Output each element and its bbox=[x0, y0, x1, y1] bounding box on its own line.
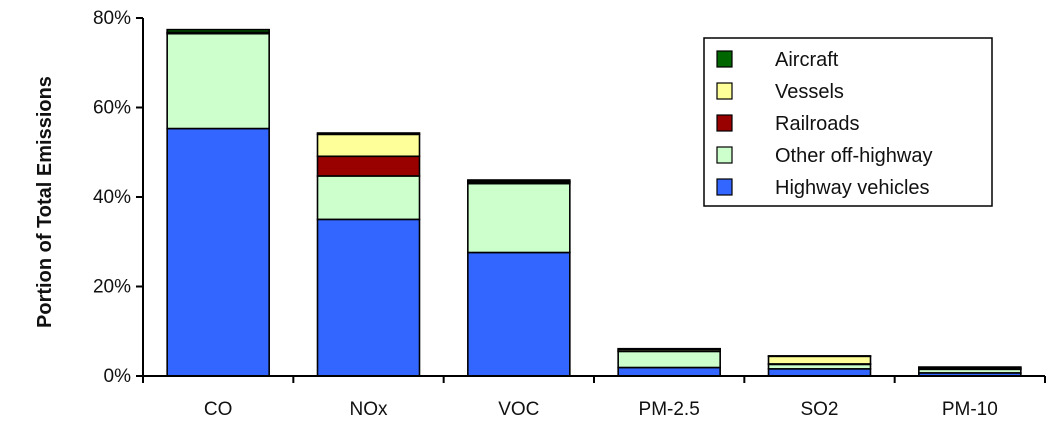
bar-stack-voc bbox=[467, 179, 571, 377]
bar-segment-highway-vehicles bbox=[166, 127, 270, 377]
legend-label: Aircraft bbox=[775, 49, 839, 71]
x-axis: CO NOx VOC PM-2.5 SO2 PM-10 bbox=[142, 375, 1046, 420]
legend-item: Railroads bbox=[716, 113, 859, 135]
legend-swatch bbox=[716, 146, 733, 164]
legend-label: Other off-highway bbox=[775, 145, 933, 167]
bar-segment-aircraft bbox=[316, 132, 421, 136]
legend-label: Vessels bbox=[775, 81, 844, 103]
bar-segment-railroads bbox=[316, 155, 421, 177]
x-tick-label: CO bbox=[204, 399, 233, 420]
legend-item: Highway vehicles bbox=[716, 177, 930, 199]
x-tick-label: VOC bbox=[498, 399, 539, 420]
bar-segment-aircraft bbox=[467, 179, 571, 183]
legend-box bbox=[703, 37, 993, 207]
bar-segment-vessels bbox=[767, 355, 872, 365]
legend-swatch bbox=[716, 178, 733, 196]
bar-segment-highway-vehicles bbox=[617, 366, 721, 377]
bar-segment-other-off-highway bbox=[166, 32, 270, 130]
x-tick-label: PM-10 bbox=[942, 399, 998, 420]
bar-stack-pm-2.5 bbox=[617, 347, 721, 377]
legend-label: Railroads bbox=[775, 113, 859, 135]
bar-segment-other-off-highway bbox=[617, 350, 721, 369]
bar-segment-highway-vehicles bbox=[767, 368, 872, 377]
bar-segment-highway-vehicles bbox=[467, 251, 571, 377]
y-tick-label: 60% bbox=[93, 98, 131, 119]
y-axis-label: Portion of Total Emissions bbox=[34, 76, 56, 328]
bar-segment-highway-vehicles bbox=[316, 218, 421, 377]
legend-item: Aircraft bbox=[716, 49, 839, 71]
bar-stack-co bbox=[166, 28, 270, 377]
x-tick-label: NOx bbox=[350, 399, 389, 420]
bars bbox=[166, 28, 1022, 377]
x-tick-label: SO2 bbox=[800, 399, 838, 420]
legend-label: Highway vehicles bbox=[775, 177, 930, 199]
bar-segment-vessels bbox=[316, 133, 421, 158]
legend-swatch bbox=[716, 114, 733, 132]
bar-segment-other-off-highway bbox=[467, 182, 571, 254]
y-tick-label: 20% bbox=[93, 277, 131, 298]
y-axis: 0% 20% 40% 60% 80% bbox=[93, 8, 144, 387]
legend-swatch bbox=[716, 50, 733, 68]
bar-stack-nox bbox=[316, 132, 421, 377]
legend: Aircraft Vessels Railroads Other off-highwa… bbox=[703, 37, 993, 207]
y-tick-label: 0% bbox=[104, 366, 132, 387]
x-tick-label: PM-2.5 bbox=[639, 399, 700, 420]
bar-segment-aircraft bbox=[166, 28, 270, 34]
bar-segment-other-off-highway bbox=[316, 175, 421, 221]
legend-item: Vessels bbox=[716, 81, 844, 103]
y-tick-label: 80% bbox=[93, 8, 131, 29]
legend-swatch bbox=[716, 82, 733, 100]
legend-item: Other off-highway bbox=[716, 145, 933, 167]
bar-stack-pm-10 bbox=[918, 366, 1022, 377]
bar-stack-so2 bbox=[767, 355, 872, 377]
y-tick-label: 40% bbox=[93, 187, 131, 208]
